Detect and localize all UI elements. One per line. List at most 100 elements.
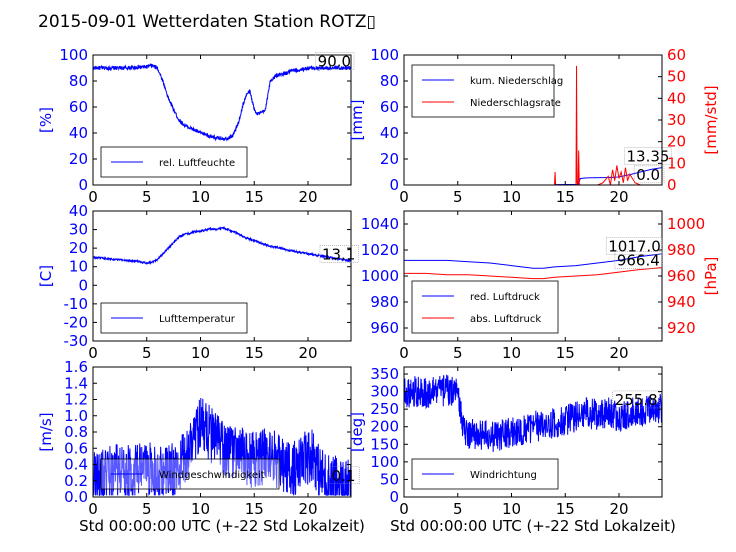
- legend-label: kum. Niederschlag: [470, 76, 563, 87]
- x-tick-label: 10: [191, 344, 210, 362]
- chart-temperature: 0 5 10 15 20-30-20-10010203040[C]Lufttempera…: [37, 202, 359, 362]
- y-tick-label: 10: [69, 258, 88, 276]
- y-axis-label: [m/s]: [37, 412, 55, 451]
- x-axis-label: Std 00:00:00 UTC (+-22 Std Lokalzeit): [390, 517, 676, 535]
- y2-tick-label: 10: [667, 154, 686, 172]
- legend: red. Luftdruck abs. Luftdruck: [411, 280, 559, 334]
- value-annotation: 0.0: [636, 166, 660, 184]
- y-tick-label: 1020: [361, 241, 399, 259]
- x-tick-label: 10: [191, 500, 210, 518]
- y-tick-label: 1.6: [64, 358, 88, 376]
- x-tick-label: 0: [88, 188, 98, 206]
- y2-tick-label: 920: [667, 319, 696, 337]
- x-tick-label: 0: [399, 500, 409, 518]
- value-annotation: 13.35: [627, 148, 670, 166]
- x-tick-label: 15: [556, 188, 575, 206]
- legend-label: Windgeschwindigkeit: [159, 470, 265, 481]
- series-line-rel-luftfeuchte: [93, 63, 351, 142]
- x-tick-label: 5: [142, 344, 152, 362]
- x-axis-label: Std 00:00:00 UTC (+-22 Std Lokalzeit): [79, 517, 365, 535]
- series-line-windrichtung: [404, 374, 662, 452]
- x-tick-label: 5: [453, 500, 463, 518]
- y-tick-label: 50: [380, 470, 399, 488]
- chart-precipitation: 0 5 10 15 20 0 20 40 60 80 100 0 10 20 30 40 50 60 [mm] [mm…: [348, 46, 720, 206]
- x-tick-label: 20: [609, 500, 628, 518]
- legend: kum. Niederschlag Niederschlagsrate: [411, 64, 563, 118]
- value-annotation: 966.4: [617, 252, 660, 270]
- plot-frame: [92, 54, 352, 186]
- y2-tick-label: 40: [667, 89, 686, 107]
- annotation-box: [329, 466, 360, 485]
- y-tick-label: 100: [370, 46, 399, 64]
- legend-box: [411, 64, 555, 118]
- x-tick-label: 15: [556, 500, 575, 518]
- x-tick-label: 15: [245, 500, 264, 518]
- x-tick-label: 0: [88, 500, 98, 518]
- y2-tick-label: 980: [667, 241, 696, 259]
- y-tick-label: 0.4: [64, 456, 88, 474]
- y-tick-label: -20: [64, 313, 89, 331]
- x-tick-label: 20: [609, 344, 628, 362]
- y-tick-label: 100: [370, 453, 399, 471]
- x-tick-label: 10: [191, 188, 210, 206]
- x-tick-label: 5: [453, 188, 463, 206]
- y-tick-label: -10: [64, 295, 89, 313]
- y-tick-label: 20: [69, 150, 88, 168]
- y-tick-label: 150: [370, 435, 399, 453]
- plot-frame: [92, 210, 352, 342]
- y2-axis-label: [hPa]: [702, 257, 720, 296]
- y2-tick-label: 30: [667, 111, 686, 129]
- series-line-windgeschwindigkeit: [93, 398, 351, 497]
- y2-tick-label: 1000: [667, 215, 705, 233]
- x-tick-label: 20: [609, 188, 628, 206]
- series-line-niederschlagsrate: [404, 65, 662, 185]
- y-tick-label: 250: [370, 400, 399, 418]
- legend-label: rel. Luftfeuchte: [159, 158, 235, 169]
- y-tick-label: 40: [380, 124, 399, 142]
- y-tick-label: 20: [69, 239, 88, 257]
- legend-label: Windrichtung: [470, 470, 537, 481]
- annotation-box: [633, 165, 665, 184]
- figure-title: 2015-09-01 Wetterdaten Station ROTZ▯: [38, 12, 376, 32]
- series-line-lufttemperatur: [93, 225, 351, 266]
- legend-label: Niederschlagsrate: [470, 98, 561, 109]
- y-tick-label: 80: [69, 72, 88, 90]
- x-tick-label: 0: [88, 344, 98, 362]
- y-tick-label: 100: [59, 46, 88, 64]
- y2-tick-label: 60: [667, 46, 686, 64]
- y-axis-label: [deg]: [348, 412, 366, 452]
- y-tick-label: 1.4: [64, 374, 88, 392]
- annotation-box: [315, 52, 355, 71]
- series-line-abs-luftdruck: [404, 267, 662, 280]
- chart-wind-speed: 0 5 10 15 20 0.00.20.40.60.81.01.21.41.6 [m/s]…: [37, 358, 365, 535]
- value-annotation: 0.1: [332, 467, 356, 485]
- legend: Lufttemperatur: [100, 302, 248, 334]
- x-tick-label: 0: [399, 344, 409, 362]
- y-tick-label: 30: [69, 221, 88, 239]
- y2-tick-label: 960: [667, 267, 696, 285]
- y-tick-label: 0: [389, 176, 399, 194]
- y-axis-label: [mm]: [348, 100, 366, 141]
- x-tick-label: 5: [142, 188, 152, 206]
- legend: Windrichtung: [411, 458, 559, 490]
- x-tick-label: 0: [399, 188, 409, 206]
- x-tick-label: 5: [453, 344, 463, 362]
- value-annotation: 1017.0: [608, 237, 661, 255]
- y2-tick-label: 20: [667, 133, 686, 151]
- legend-label: abs. Luftdruck: [470, 314, 541, 325]
- x-tick-label: 10: [502, 188, 521, 206]
- y-tick-label: 40: [69, 124, 88, 142]
- y-tick-label: 0: [78, 176, 88, 194]
- y-tick-label: 1.0: [64, 407, 88, 425]
- y-tick-label: 0: [78, 276, 88, 294]
- y-tick-label: 300: [370, 383, 399, 401]
- y2-tick-label: 50: [667, 68, 686, 86]
- y-tick-label: 980: [370, 293, 399, 311]
- legend: Windgeschwindigkeit: [100, 458, 280, 490]
- x-tick-label: 10: [502, 500, 521, 518]
- y-tick-label: 1040: [361, 215, 399, 233]
- x-tick-label: 20: [298, 188, 317, 206]
- y-tick-label: 0.8: [64, 423, 88, 441]
- legend-label: red. Luftdruck: [470, 292, 540, 303]
